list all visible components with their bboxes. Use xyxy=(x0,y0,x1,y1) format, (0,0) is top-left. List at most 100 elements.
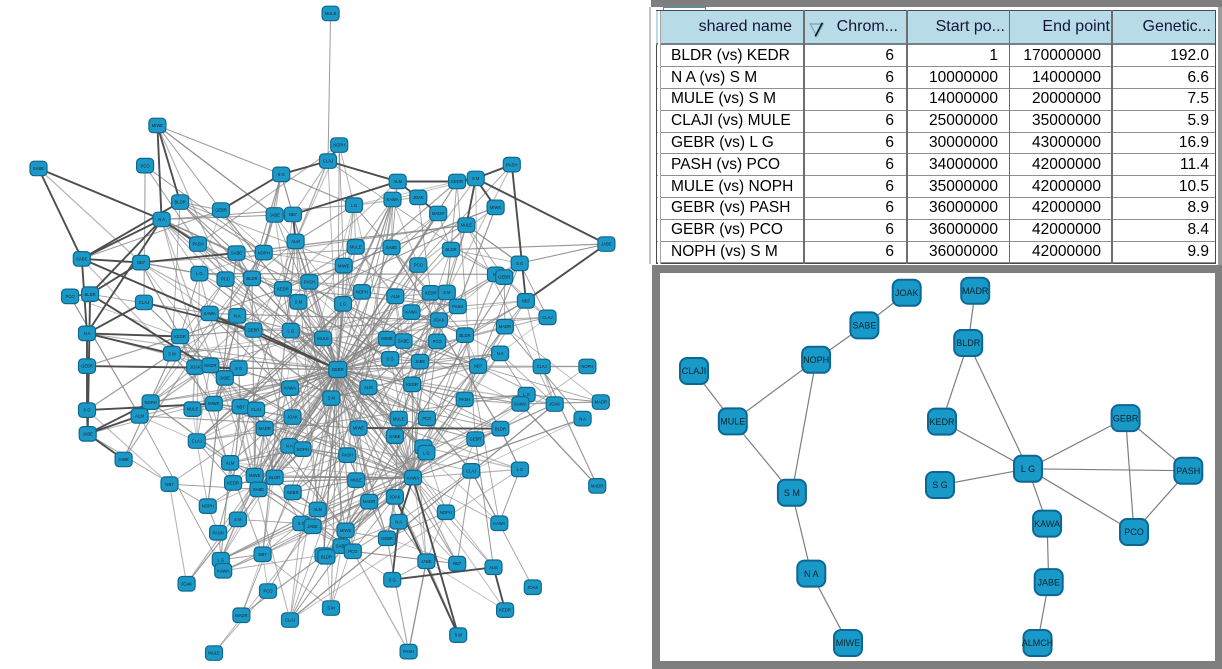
svg-text:SABE: SABE xyxy=(386,245,397,250)
svg-text:PCO: PCO xyxy=(1124,527,1144,537)
svg-text:CLAJ: CLAJ xyxy=(285,618,295,623)
svg-text:SABE: SABE xyxy=(389,434,400,439)
svg-text:PASH: PASH xyxy=(304,280,315,285)
svg-text:KAWA: KAWA xyxy=(204,311,216,316)
svg-text:KAWA: KAWA xyxy=(284,386,296,391)
svg-text:SABE: SABE xyxy=(253,487,264,492)
svg-text:MULE: MULE xyxy=(720,417,745,427)
svg-text:CLAJ: CLAJ xyxy=(323,159,333,164)
svg-text:SABE: SABE xyxy=(76,256,87,261)
svg-text:JOAK: JOAK xyxy=(527,585,538,590)
svg-text:NB7: NB7 xyxy=(474,364,483,369)
svg-text:JOAK: JOAK xyxy=(181,581,192,586)
svg-text:L G: L G xyxy=(523,392,530,397)
svg-text:ALM: ALM xyxy=(391,294,400,299)
svg-text:GEBR: GEBR xyxy=(498,275,510,280)
svg-text:MADR: MADR xyxy=(962,286,989,296)
svg-text:S G: S G xyxy=(932,480,948,490)
svg-text:MIWE: MIWE xyxy=(152,123,164,128)
svg-text:JABE: JABE xyxy=(415,359,426,364)
svg-text:MIWE: MIWE xyxy=(490,205,502,210)
svg-text:CLAJ: CLAJ xyxy=(192,439,202,444)
svg-text:PCO: PCO xyxy=(414,263,424,268)
svg-text:JABE: JABE xyxy=(307,524,318,529)
svg-text:KAWA: KAWA xyxy=(217,568,229,573)
svg-text:S G: S G xyxy=(83,408,90,413)
svg-text:L G: L G xyxy=(517,467,524,472)
svg-text:L G: L G xyxy=(423,450,430,455)
svg-text:SABE: SABE xyxy=(398,339,409,344)
svg-text:PCO: PCO xyxy=(348,549,358,554)
svg-text:SABE: SABE xyxy=(852,321,876,331)
svg-text:MULE: MULE xyxy=(317,336,329,341)
svg-text:BLDR: BLDR xyxy=(445,247,456,252)
svg-text:N A: N A xyxy=(158,217,165,222)
svg-text:BLDR: BLDR xyxy=(459,333,470,338)
svg-text:JABE: JABE xyxy=(1037,577,1060,587)
svg-text:MULE: MULE xyxy=(393,416,405,421)
svg-text:N A: N A xyxy=(234,314,241,319)
svg-text:KAWA: KAWA xyxy=(1034,519,1060,529)
svg-text:KEDR: KEDR xyxy=(227,480,239,485)
svg-text:MIWE: MIWE xyxy=(836,638,861,648)
svg-text:PCO: PCO xyxy=(221,277,231,282)
svg-text:MIWE: MIWE xyxy=(353,426,365,431)
svg-text:N A: N A xyxy=(804,569,819,579)
svg-text:PASH: PASH xyxy=(192,242,203,247)
svg-text:NB7: NB7 xyxy=(259,552,268,557)
svg-text:GEBR: GEBR xyxy=(81,364,93,369)
svg-text:NOPH: NOPH xyxy=(440,510,452,515)
svg-text:S M: S M xyxy=(472,176,480,181)
svg-text:MADR: MADR xyxy=(499,324,511,329)
svg-text:L G: L G xyxy=(351,203,358,208)
svg-text:MIWE: MIWE xyxy=(338,263,350,268)
svg-text:MADR: MADR xyxy=(432,211,444,216)
svg-text:NOPH: NOPH xyxy=(145,400,157,405)
svg-text:JABE: JABE xyxy=(601,242,612,247)
svg-text:JABE: JABE xyxy=(220,375,231,380)
svg-text:JOAK: JOAK xyxy=(287,415,298,420)
svg-text:GEBR: GEBR xyxy=(1113,413,1139,423)
svg-text:GEBR: GEBR xyxy=(381,536,393,541)
svg-text:KEDR: KEDR xyxy=(425,291,437,296)
svg-text:JOAK: JOAK xyxy=(190,365,201,370)
svg-text:JABE: JABE xyxy=(82,431,93,436)
svg-text:MULE: MULE xyxy=(208,651,220,656)
svg-text:ALM: ALM xyxy=(313,507,322,512)
svg-text:KEDR: KEDR xyxy=(277,286,289,291)
svg-text:BLDR: BLDR xyxy=(495,426,506,431)
svg-text:PASH: PASH xyxy=(403,649,414,654)
svg-text:KAWA: KAWA xyxy=(386,197,398,202)
svg-text:NOPH: NOPH xyxy=(333,143,345,148)
svg-text:S G: S G xyxy=(235,366,242,371)
svg-text:MULE: MULE xyxy=(325,11,337,16)
svg-text:MADR: MADR xyxy=(591,484,603,489)
svg-text:L G: L G xyxy=(287,328,294,333)
svg-text:PCO: PCO xyxy=(263,589,273,594)
svg-text:NB7: NB7 xyxy=(453,561,462,566)
svg-text:MADR: MADR xyxy=(259,426,271,431)
svg-text:L G: L G xyxy=(340,302,347,307)
svg-text:JABE: JABE xyxy=(118,457,129,462)
svg-text:NB7: NB7 xyxy=(289,212,298,217)
svg-text:CLAJ: CLAJ xyxy=(466,468,476,473)
svg-text:KEDR: KEDR xyxy=(499,608,511,613)
svg-text:ALMCH: ALMCH xyxy=(1022,638,1054,648)
svg-text:NB7: NB7 xyxy=(237,404,246,409)
svg-text:N A: N A xyxy=(84,331,91,336)
svg-text:PASH: PASH xyxy=(1176,466,1200,476)
svg-text:CLAJ: CLAJ xyxy=(537,364,547,369)
svg-text:MIWE: MIWE xyxy=(381,336,393,341)
svg-text:BLDR: BLDR xyxy=(269,475,280,480)
svg-text:PCO: PCO xyxy=(433,339,443,344)
svg-text:KEDR: KEDR xyxy=(929,417,955,427)
svg-text:S M: S M xyxy=(327,606,335,611)
svg-text:N A: N A xyxy=(579,416,586,421)
svg-text:PASH: PASH xyxy=(342,453,353,458)
svg-text:PASH: PASH xyxy=(213,530,224,535)
svg-text:PASH: PASH xyxy=(459,397,470,402)
svg-text:S M: S M xyxy=(168,351,176,356)
svg-text:MULE: MULE xyxy=(350,244,362,249)
svg-text:KEDR: KEDR xyxy=(174,334,186,339)
svg-text:PASH: PASH xyxy=(452,304,463,309)
